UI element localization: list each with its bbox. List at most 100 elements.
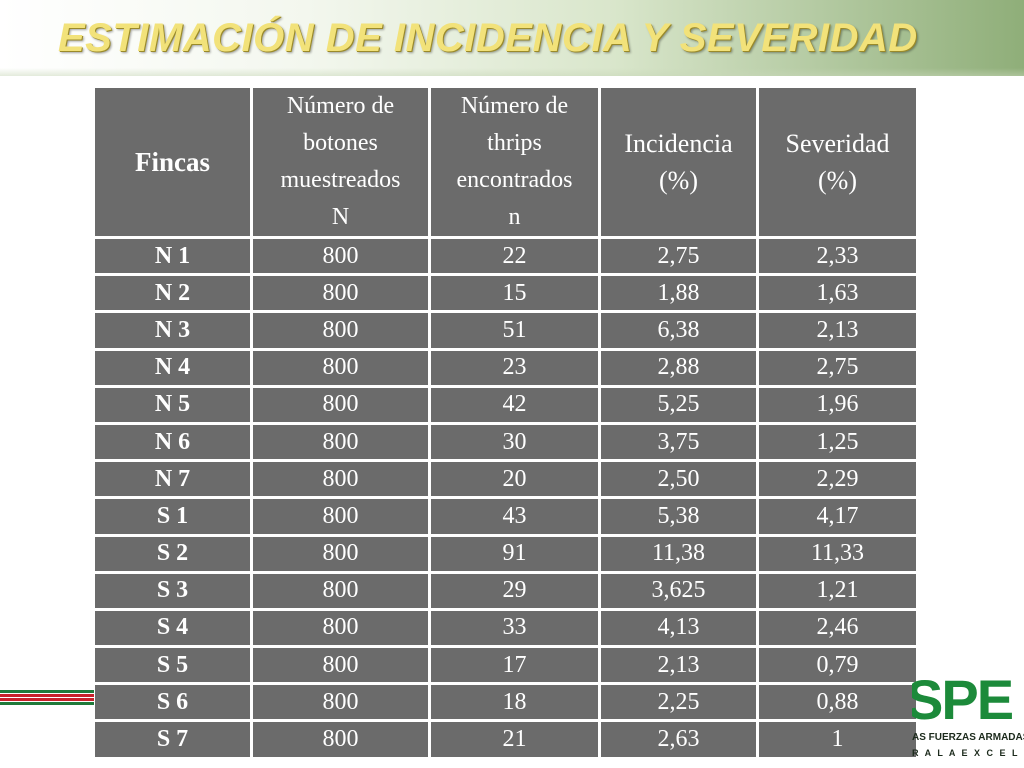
cell-botones: 800 [250,496,431,537]
cell-severidad: 2,46 [756,607,919,649]
cell-finca: S 5 [92,645,253,686]
cell-botones: 800 [250,533,431,574]
cell-severidad: 11,33 [756,533,919,574]
cell-severidad: 2,75 [756,347,919,388]
cell-incidencia: 2,88 [598,347,759,388]
cell-botones: 800 [250,347,431,388]
cell-botones: 800 [250,719,431,760]
header-incidencia-line: (%) [659,166,698,195]
cell-finca: S 3 [92,570,253,611]
cell-incidencia: 2,50 [598,459,759,500]
cell-incidencia: 2,63 [598,719,759,760]
header-fincas-line: Fincas [134,146,210,177]
cell-finca: N 7 [92,459,253,500]
slide-title: ESTIMACIÓN DE INCIDENCIA Y SEVERIDAD [58,16,918,60]
header-botones-line: botones [303,130,378,156]
table-body: N 1 800 22 2,75 2,33 N 2 800 15 1,88 1,63 N 3 800 51… [92,235,919,760]
table-row: N 5 800 42 5,25 1,96 [92,384,919,425]
cell-botones: 800 [250,645,431,686]
institution-logo: SPE AS FUERZAS ARMADAS R A L A E X C E L… [912,668,1024,768]
cell-incidencia: 5,25 [598,384,759,425]
cell-finca: S 7 [92,719,253,760]
cell-finca: N 5 [92,384,253,425]
cell-incidencia: 11,38 [598,533,759,574]
cell-severidad: 1,25 [756,421,919,463]
logo-letters: SPE [912,668,1014,731]
cell-thrips: 51 [428,310,601,351]
cell-thrips: 29 [428,570,601,611]
cell-thrips: 20 [428,459,601,500]
cell-finca: N 6 [92,421,253,463]
cell-botones: 800 [250,310,431,351]
cell-severidad: 1,21 [756,570,919,611]
table-header-row: Fincas Número de botones muestreados N N… [92,85,919,239]
cell-botones: 800 [250,682,431,723]
cell-finca: S 2 [92,533,253,574]
table-row: N 4 800 23 2,88 2,75 [92,347,919,388]
cell-incidencia: 2,13 [598,645,759,686]
cell-severidad: 4,17 [756,496,919,537]
thrips-data-table: Fincas Número de botones muestreados N N… [92,85,919,760]
cell-botones: 800 [250,235,431,277]
table-row: N 7 800 20 2,50 2,29 [92,459,919,500]
cell-finca: N 3 [92,310,253,351]
cell-thrips: 21 [428,719,601,760]
header-thrips: Número de thrips encontrados n [428,85,601,239]
cell-botones: 800 [250,421,431,463]
cell-incidencia: 2,25 [598,682,759,723]
cell-thrips: 17 [428,645,601,686]
header-botones: Número de botones muestreados N [250,85,431,239]
cell-finca: N 1 [92,235,253,277]
cell-thrips: 15 [428,273,601,314]
table-row: S 7 800 21 2,63 1 [92,719,919,760]
header-severidad-line: (%) [818,166,857,195]
table-row: S 1 800 43 5,38 4,17 [92,496,919,537]
table-row: N 3 800 51 6,38 2,13 [92,310,919,351]
cell-thrips: 42 [428,384,601,425]
table-row: N 1 800 22 2,75 2,33 [92,235,919,277]
header-thrips-line: thrips [487,130,542,156]
cell-severidad: 1,96 [756,384,919,425]
logo-text-line2: R A L A E X C E L E N C I A [912,748,1024,758]
header-incidencia-line: Incidencia [624,129,733,158]
header-thrips-line: Número de [460,93,569,119]
cell-severidad: 0,79 [756,645,919,686]
header-thrips-line: n [508,204,521,230]
header-botones-line: muestreados [280,167,401,193]
cell-incidencia: 1,88 [598,273,759,314]
cell-botones: 800 [250,607,431,649]
header-incidencia: Incidencia (%) [598,85,759,239]
table-row: S 6 800 18 2,25 0,88 [92,682,919,723]
table-row: N 6 800 30 3,75 1,25 [92,421,919,463]
logo-text-line1: AS FUERZAS ARMADAS [912,732,1024,743]
cell-finca: N 2 [92,273,253,314]
cell-thrips: 18 [428,682,601,723]
header-severidad-line: Severidad [785,129,890,158]
table-row: S 4 800 33 4,13 2,46 [92,607,919,649]
cell-severidad: 2,13 [756,310,919,351]
cell-finca: N 4 [92,347,253,388]
header-thrips-line: encontrados [456,167,573,193]
cell-thrips: 43 [428,496,601,537]
table-row: S 5 800 17 2,13 0,79 [92,645,919,686]
cell-severidad: 0,88 [756,682,919,723]
table-row: S 3 800 29 3,625 1,21 [92,570,919,611]
cell-severidad: 2,33 [756,235,919,277]
cell-incidencia: 3,625 [598,570,759,611]
cell-thrips: 22 [428,235,601,277]
cell-thrips: 33 [428,607,601,649]
cell-thrips: 91 [428,533,601,574]
table-row: S 2 800 91 11,38 11,33 [92,533,919,574]
cell-botones: 800 [250,273,431,314]
cell-thrips: 30 [428,421,601,463]
cell-incidencia: 3,75 [598,421,759,463]
cell-botones: 800 [250,459,431,500]
cell-severidad: 1,63 [756,273,919,314]
header-botones-line: N [331,204,350,230]
cell-finca: S 6 [92,682,253,723]
cell-botones: 800 [250,384,431,425]
cell-incidencia: 2,75 [598,235,759,277]
title-bar: ESTIMACIÓN DE INCIDENCIA Y SEVERIDAD [0,0,1024,76]
cell-finca: S 1 [92,496,253,537]
cell-finca: S 4 [92,607,253,649]
